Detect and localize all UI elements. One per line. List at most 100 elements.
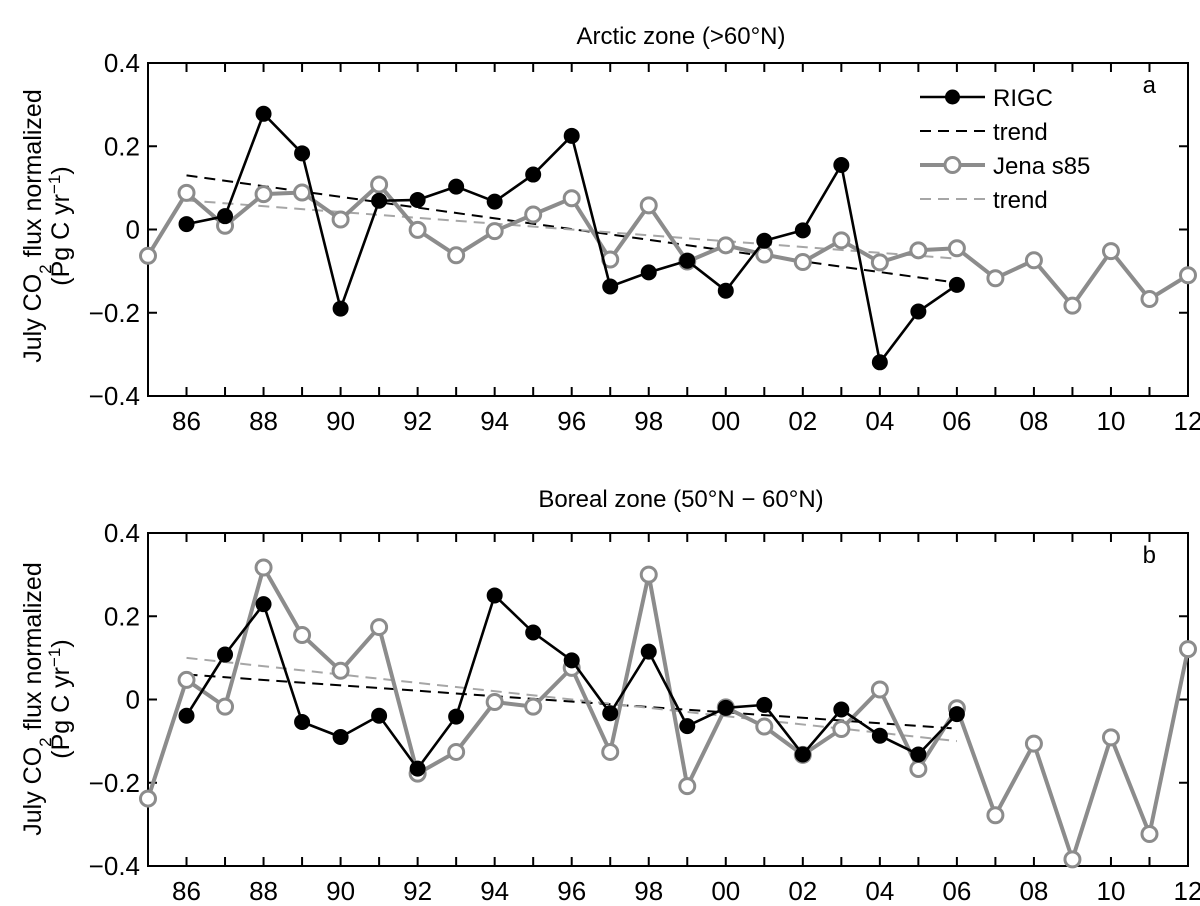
chart-panel-boreal: Boreal zone (50°N − 60°N) July CO2 flux … (19, 486, 1200, 906)
data-point (833, 156, 850, 173)
data-point (639, 565, 658, 584)
x-tick-label: 08 (1019, 406, 1048, 436)
data-point (447, 246, 466, 265)
data-point (871, 727, 888, 744)
data-point (833, 701, 850, 718)
data-point (832, 720, 851, 739)
trend-line (186, 656, 957, 743)
data-point (293, 183, 312, 202)
data-point (177, 183, 196, 202)
y-tick-label: 0 (126, 215, 140, 245)
x-tick-label: 12 (1174, 406, 1200, 436)
x-tick-label: 04 (865, 406, 894, 436)
data-point (254, 185, 273, 204)
x-tick-label: 94 (480, 876, 509, 906)
data-point (562, 189, 581, 208)
x-tick-label: 90 (326, 876, 355, 906)
x-tick-label: 96 (557, 876, 586, 906)
trend-line (186, 199, 957, 260)
legend-marker (943, 156, 962, 174)
data-point (947, 239, 966, 258)
series-line (146, 182, 1190, 308)
data-point (485, 222, 504, 241)
data-point (755, 717, 774, 736)
data-point (332, 300, 349, 317)
data-point (216, 697, 235, 716)
x-tick-label: 86 (172, 406, 201, 436)
data-point (448, 178, 465, 195)
x-tick-label: 06 (942, 406, 971, 436)
legend: RIGC trend Jena s85 trend (920, 85, 1090, 214)
y-tick-label: −0.2 (89, 768, 140, 798)
data-point (1101, 728, 1120, 747)
data-point (524, 697, 543, 716)
panel-label: b (1143, 542, 1156, 569)
data-point (294, 713, 311, 730)
data-point (948, 276, 965, 293)
data-point (524, 205, 543, 224)
x-tick-label: 92 (403, 876, 432, 906)
x-tick-label: 08 (1019, 876, 1048, 906)
data-point (639, 196, 658, 215)
series-line (146, 565, 1190, 862)
x-tick-label: 88 (249, 876, 278, 906)
data-point (255, 105, 272, 122)
data-point (448, 708, 465, 725)
data-point (486, 587, 503, 604)
x-tick-label: 94 (480, 406, 509, 436)
plot-frame (147, 532, 1189, 867)
data-point (679, 718, 696, 735)
x-tick-label: 00 (711, 406, 740, 436)
data-point (1024, 251, 1043, 270)
data-point (409, 760, 426, 777)
data-point (756, 696, 773, 713)
data-point (177, 670, 196, 689)
data-point (756, 232, 773, 249)
y-axis-label-line1: July CO2 flux normalized (19, 562, 55, 835)
x-tick-label: 86 (172, 876, 201, 906)
data-point (1063, 296, 1082, 315)
data-point (794, 222, 811, 239)
x-tick-label: 04 (865, 876, 894, 906)
x-tick-label: 90 (326, 406, 355, 436)
x-tick-label: 96 (557, 406, 586, 436)
data-point (870, 680, 889, 699)
data-point (485, 692, 504, 711)
data-point (871, 354, 888, 371)
y-tick-label: −0.4 (89, 851, 140, 881)
legend-label: trend (993, 119, 1048, 146)
y-tick-label: 0 (126, 685, 140, 715)
data-point (1179, 640, 1197, 659)
plot-frame (147, 62, 1189, 397)
data-point (371, 192, 388, 209)
data-point (794, 746, 811, 763)
y-axis-label-line1: July CO2 flux normalized (19, 89, 55, 362)
data-point (986, 806, 1005, 825)
data-point (717, 282, 734, 299)
legend-label: Jena s85 (993, 153, 1090, 180)
y-tick-label: −0.2 (89, 298, 140, 328)
data-point (525, 166, 542, 183)
data-point (602, 705, 619, 722)
data-point (409, 191, 426, 208)
x-tick-label: 00 (711, 876, 740, 906)
data-point (293, 625, 312, 644)
plot-area: 0.4 0.2 0 −0.2 −0.4 86 88 90 92 94 96 98 00 02 04 06 08 1… (89, 48, 1200, 436)
data-point (640, 643, 657, 660)
data-point (909, 241, 928, 260)
data-point (254, 558, 273, 577)
legend-label: RIGC (993, 85, 1053, 112)
x-tick-label: 10 (1097, 406, 1126, 436)
data-point (1140, 290, 1159, 309)
legend-marker (945, 89, 960, 105)
data-point (832, 231, 851, 250)
x-tick-label: 98 (634, 406, 663, 436)
data-point (602, 278, 619, 295)
data-point (371, 707, 388, 724)
data-point (870, 253, 889, 272)
chart-panel-arctic: Arctic zone (>60°N) July CO2 flux normal… (19, 23, 1200, 436)
data-point (1101, 242, 1120, 261)
x-tick-label: 92 (403, 406, 432, 436)
data-point (601, 742, 620, 761)
